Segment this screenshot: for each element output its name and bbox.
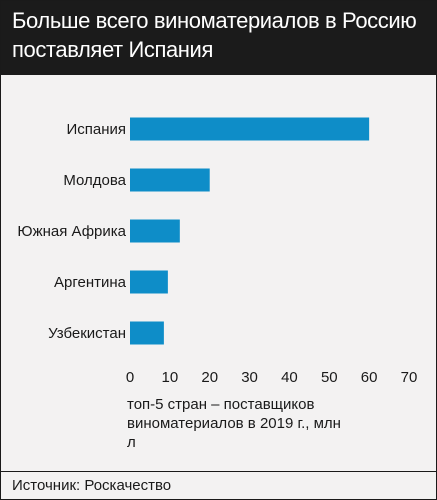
bars-layer <box>130 117 370 345</box>
x-tick-label: 60 <box>361 369 378 386</box>
source-note: Источник: Роскачество <box>12 477 172 494</box>
bar-4 <box>130 270 168 294</box>
category-labels: Испания Молдова Южная Африка Аргентина Узбек… <box>17 121 126 342</box>
bar-5 <box>130 321 164 345</box>
x-tick-label: 40 <box>281 369 298 386</box>
axis-caption: топ-5 стран – поставщиков виноматериалов… <box>127 396 341 451</box>
bar-1 <box>130 117 370 141</box>
category-label: Молдова <box>63 172 126 189</box>
x-tick-label: 30 <box>241 369 258 386</box>
bar-chart: Испания Молдова Южная Африка Аргентина Узбек… <box>17 117 418 386</box>
bar-2 <box>130 168 210 192</box>
x-tick-label: 50 <box>321 369 338 386</box>
category-label: Южная Африка <box>17 223 126 240</box>
category-label: Узбекистан <box>48 325 126 342</box>
category-label: Аргентина <box>54 274 127 291</box>
bar-3 <box>130 219 180 243</box>
chart-title: Больше всего виноматериалов в Россию пос… <box>12 8 417 62</box>
x-tick-label: 0 <box>126 369 134 386</box>
source-divider <box>1 471 436 472</box>
x-tick-label: 20 <box>201 369 218 386</box>
x-tick-label: 10 <box>162 369 179 386</box>
title-bar: Больше всего виноматериалов в Россию пос… <box>1 1 436 75</box>
x-tick-label: 70 <box>401 369 418 386</box>
category-label: Испания <box>66 121 126 138</box>
x-axis-ticks: 0 10 20 30 40 50 60 70 <box>126 369 418 386</box>
